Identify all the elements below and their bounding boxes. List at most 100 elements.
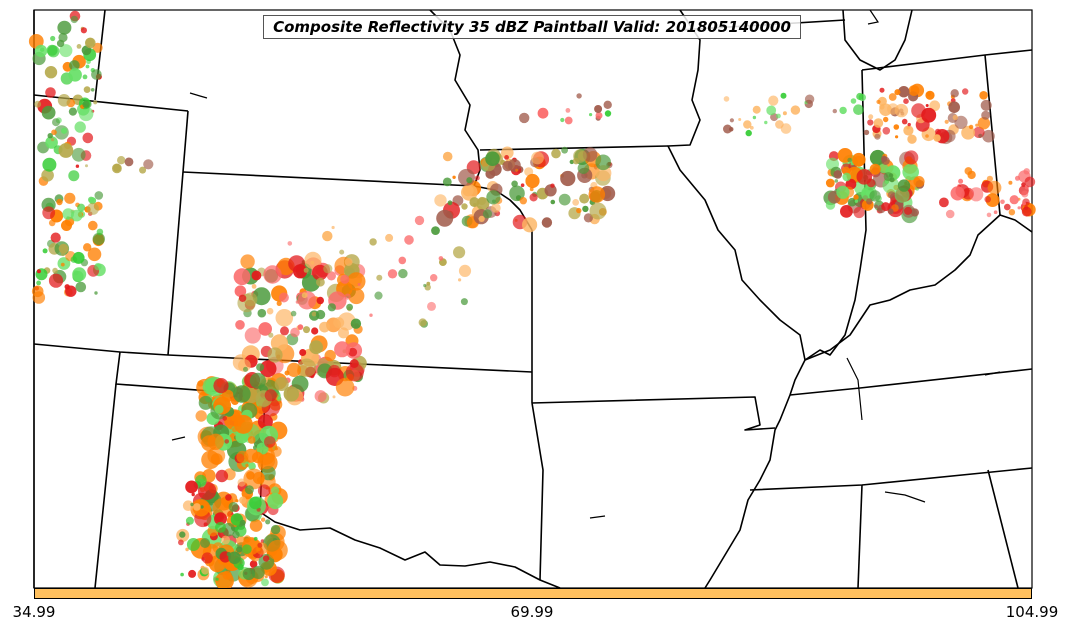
echo-blob <box>56 198 63 206</box>
echo-blob <box>51 129 57 136</box>
echo-blob <box>398 256 407 265</box>
echo-blob <box>328 364 341 378</box>
echo-blob <box>61 127 68 134</box>
echo-blob <box>775 120 784 129</box>
echo-blob <box>984 196 991 203</box>
echo-blob <box>745 129 752 137</box>
echo-blob <box>874 204 878 209</box>
echo-blob <box>945 209 955 219</box>
echo-blob <box>58 32 68 43</box>
echo-blob <box>883 116 889 123</box>
echo-blob <box>874 133 881 140</box>
lake-small-7 <box>867 9 879 25</box>
echo-blob <box>83 86 91 93</box>
lake-michigan <box>842 9 913 71</box>
echo-blob <box>948 101 960 113</box>
echo-blob <box>58 143 74 158</box>
echo-blob <box>852 152 866 167</box>
echo-blob <box>477 196 486 206</box>
echo-blob <box>92 232 106 246</box>
echo-blob <box>853 206 865 219</box>
echo-blob <box>68 170 80 182</box>
colorbar-tick-mid: 69.99 <box>510 603 554 621</box>
echo-blob <box>987 180 1002 195</box>
border-co-ks <box>167 171 184 356</box>
echo-blob <box>244 448 258 463</box>
echo-blob <box>776 113 781 119</box>
echo-blob <box>233 385 251 403</box>
echo-blob <box>964 167 973 175</box>
echo-blob <box>576 207 582 214</box>
echo-blob <box>980 99 992 111</box>
echo-blob <box>839 106 847 115</box>
echo-blob <box>962 88 969 95</box>
echo-blob <box>582 205 589 213</box>
echo-blob <box>263 265 282 284</box>
lake-small-1 <box>189 92 208 99</box>
echo-blob <box>836 185 850 199</box>
echo-blob <box>42 206 56 220</box>
echo-blob <box>729 118 735 123</box>
echo-blob <box>48 273 64 288</box>
echo-blob <box>442 151 453 162</box>
echo-blob <box>52 267 58 274</box>
echo-blob <box>228 502 239 512</box>
echo-blob <box>280 326 289 336</box>
echo-blob <box>804 94 815 104</box>
echo-blob <box>524 167 534 177</box>
echo-blob <box>866 179 876 188</box>
echo-blob <box>873 118 884 128</box>
echo-blob <box>35 268 48 281</box>
echo-blob <box>350 318 362 329</box>
echo-blob <box>603 100 612 110</box>
echo-blob <box>478 215 485 222</box>
echo-blob <box>501 146 514 160</box>
echo-blob <box>879 87 885 93</box>
echo-blob <box>36 269 41 274</box>
echo-blob <box>236 546 243 553</box>
echo-blob <box>894 187 910 203</box>
echo-blob <box>780 92 787 99</box>
echo-blob <box>201 566 210 575</box>
echo-blob <box>853 194 859 200</box>
echo-blob <box>894 89 901 96</box>
echo-blob <box>466 177 473 184</box>
echo-blob <box>491 203 501 213</box>
echo-blob <box>42 157 57 172</box>
echo-blob <box>310 260 315 265</box>
echo-blob <box>842 172 851 182</box>
echo-blob <box>271 486 280 495</box>
echo-blob <box>853 104 864 115</box>
echo-blob <box>978 133 983 138</box>
echo-blob <box>91 69 102 80</box>
echo-blob <box>249 372 266 389</box>
echo-blob <box>268 332 274 338</box>
echo-blob <box>531 151 544 165</box>
echo-blob <box>898 86 910 98</box>
echo-blob <box>41 169 54 182</box>
echo-blob <box>94 191 104 200</box>
echo-blob <box>60 262 65 267</box>
echo-blob <box>550 183 555 188</box>
border-ky-tn <box>789 368 1033 396</box>
echo-blob <box>85 164 88 168</box>
echo-blob <box>233 414 253 434</box>
echo-blob <box>723 96 730 102</box>
echo-blob <box>604 110 612 117</box>
echo-blob <box>327 303 336 312</box>
echo-blob <box>64 192 76 204</box>
echo-blob <box>348 347 358 357</box>
echo-blob <box>522 217 538 233</box>
echo-blob <box>249 496 262 510</box>
echo-blob <box>520 183 525 187</box>
echo-blob <box>426 281 431 286</box>
border-ne-west-edge <box>182 110 189 173</box>
echo-blob <box>257 414 273 430</box>
echo-blob <box>561 146 568 154</box>
echo-blob <box>458 264 472 277</box>
echo-blob <box>243 366 248 372</box>
echo-blob <box>299 349 307 356</box>
echo-blob <box>257 484 271 498</box>
echo-blob <box>961 125 975 140</box>
echo-blob <box>233 268 251 286</box>
